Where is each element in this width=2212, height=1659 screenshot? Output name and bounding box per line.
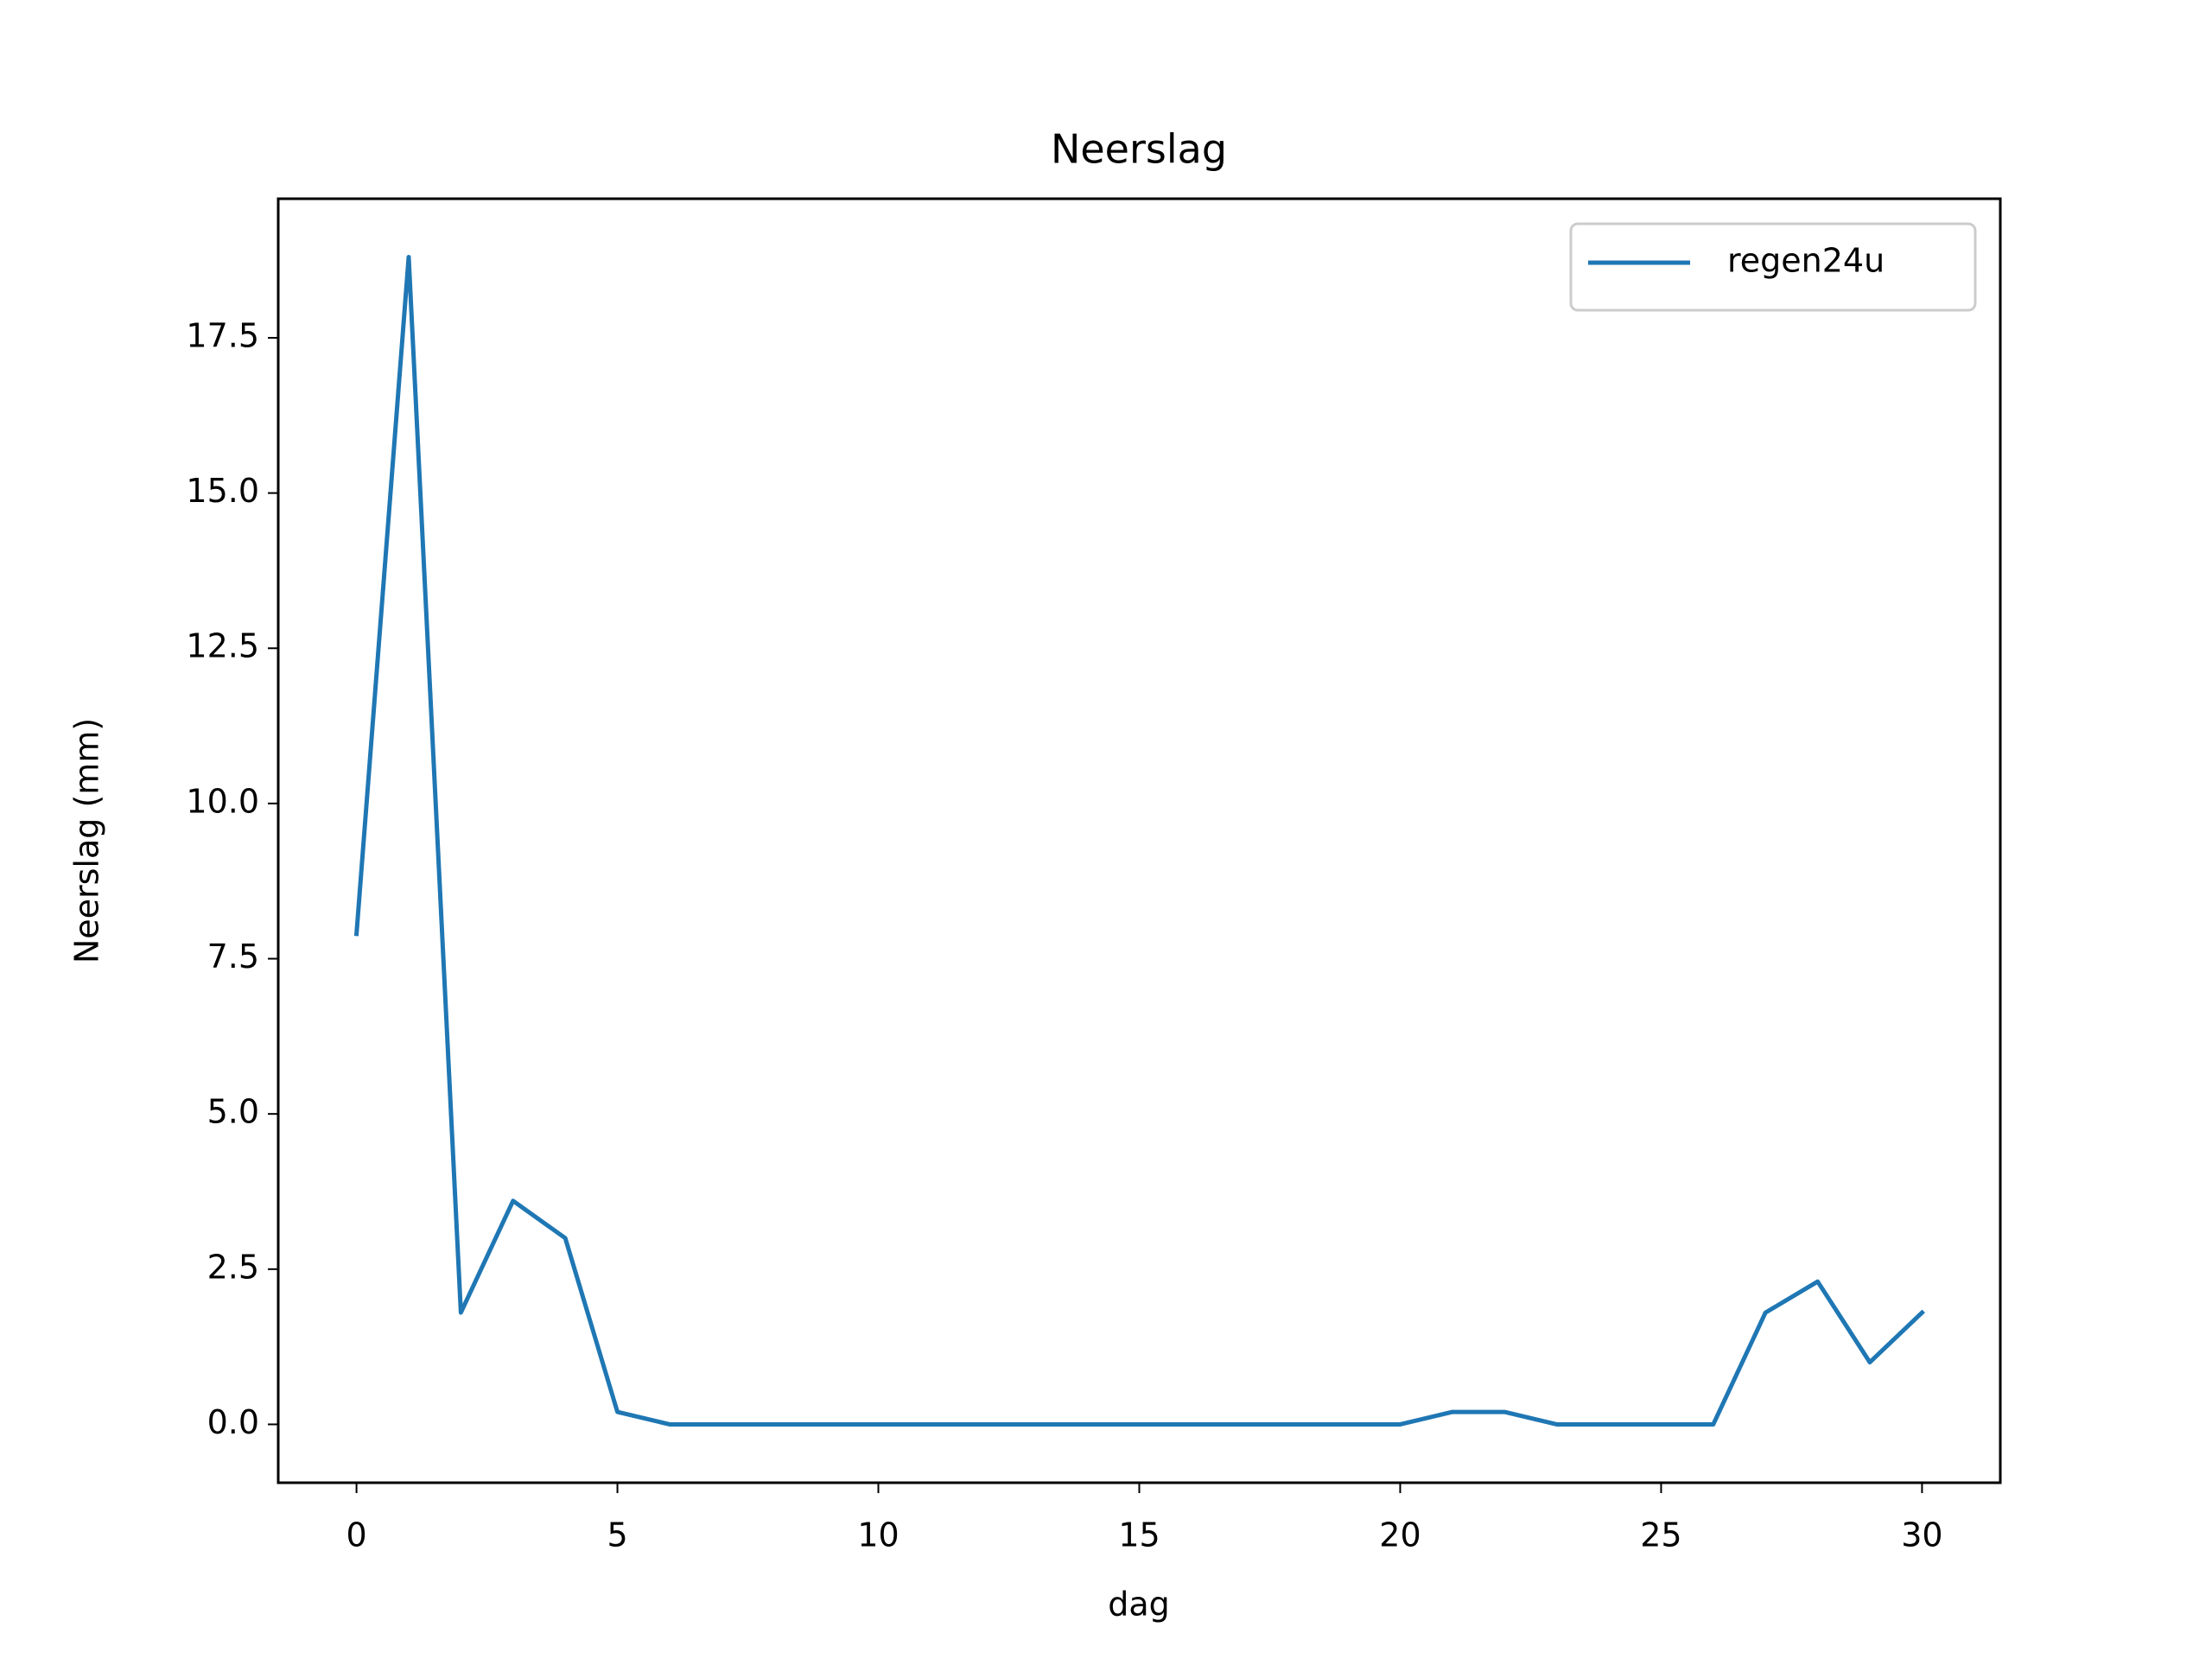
x-tick-label: 30 [1901, 1516, 1942, 1554]
x-tick-label: 10 [857, 1516, 899, 1554]
x-tick-label: 20 [1379, 1516, 1421, 1554]
x-axis-label: dag [1108, 1586, 1170, 1624]
y-tick-label: 0.0 [207, 1403, 259, 1441]
x-tick-label: 5 [607, 1516, 627, 1554]
y-tick-label: 10.0 [186, 782, 259, 820]
y-tick-label: 12.5 [186, 627, 259, 665]
y-tick-label: 5.0 [207, 1093, 259, 1131]
chart-title: Neerslag [1051, 126, 1227, 173]
axes-frame [276, 197, 2002, 1484]
x-tick-label: 0 [346, 1516, 366, 1554]
y-tick-label: 17.5 [186, 316, 259, 354]
data-line [353, 255, 1925, 1427]
x-tick-label: 25 [1640, 1516, 1681, 1554]
y-axis-label: Neerslag (mm) [68, 718, 106, 963]
x-tick-label: 15 [1118, 1516, 1160, 1554]
y-tick-label: 2.5 [207, 1248, 259, 1286]
y-tick-label: 7.5 [207, 938, 259, 976]
legend-label: regen24u [1727, 242, 1885, 280]
legend-box [1569, 222, 1977, 312]
y-tick-label: 15.0 [186, 472, 259, 510]
